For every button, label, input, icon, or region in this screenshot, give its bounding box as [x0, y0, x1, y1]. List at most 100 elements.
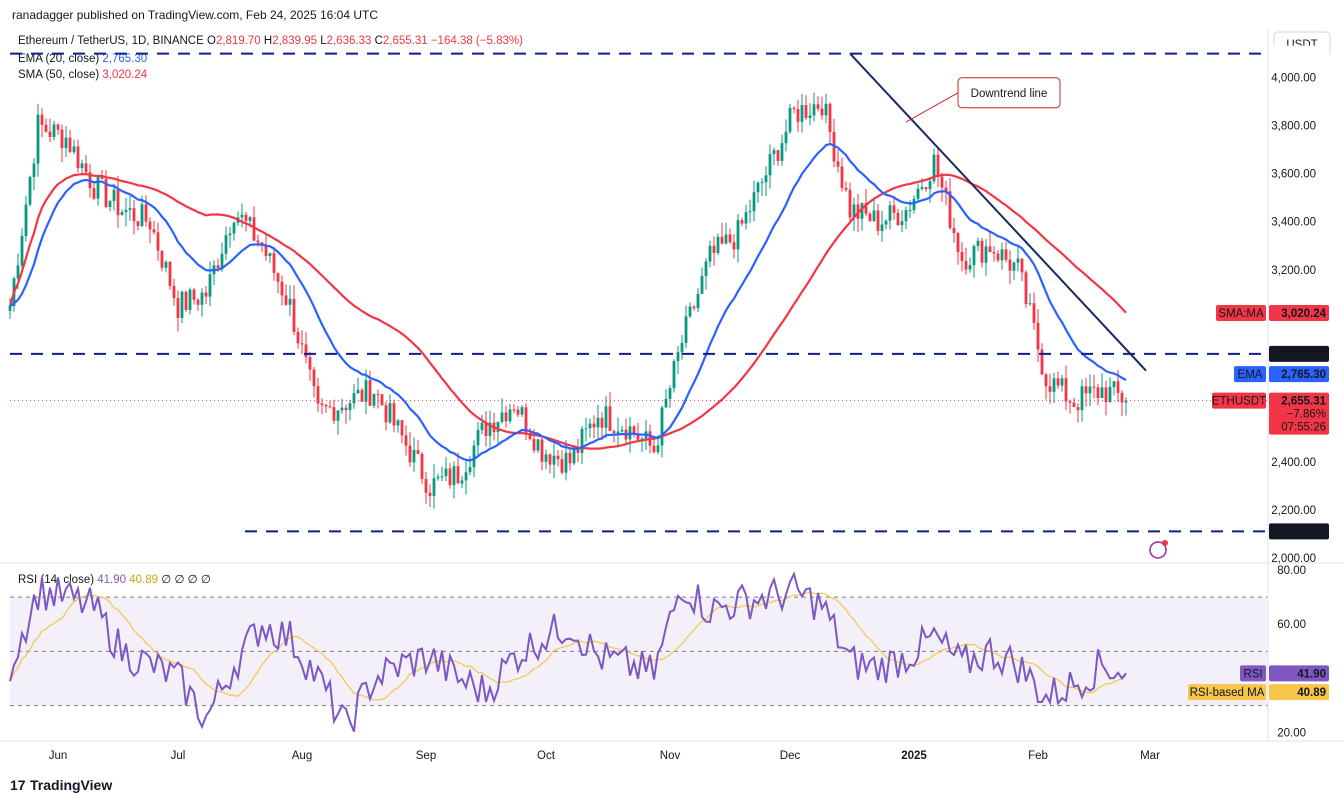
candle-body [184, 291, 188, 310]
candle-body [844, 187, 848, 190]
candle-body [632, 426, 636, 435]
candle-body [996, 253, 1000, 261]
candle-body [1000, 249, 1004, 261]
candle-body [412, 450, 416, 463]
candle-body [284, 295, 288, 305]
candle-body [1108, 386, 1112, 403]
candle-body [756, 182, 760, 193]
candle-body [828, 103, 832, 133]
candle-body [368, 380, 372, 406]
candle-body [1044, 374, 1048, 387]
time-tick-label: Dec [780, 750, 801, 762]
candle-body [768, 154, 772, 176]
candle-body [688, 306, 692, 317]
candle-body [868, 213, 872, 222]
candle-body [680, 343, 684, 353]
candle-body [596, 417, 600, 428]
candle-body [900, 221, 904, 226]
candle-body [176, 298, 180, 318]
candle-body [1024, 272, 1028, 305]
candle-body [388, 403, 392, 423]
candle-body [796, 109, 800, 122]
candle-body [884, 220, 888, 225]
candle-body [1112, 381, 1116, 387]
candle-body [772, 150, 776, 155]
candle-body [292, 298, 296, 332]
candle-body [132, 208, 136, 222]
candle-body [656, 445, 660, 453]
open-value: 2,819.70 [215, 35, 261, 47]
candle-body [668, 388, 672, 399]
candle-body [1084, 386, 1088, 394]
candle-body [1008, 259, 1012, 271]
candle-body [1100, 387, 1104, 399]
candle-body [376, 393, 380, 395]
brand-label: TradingView [30, 777, 113, 793]
annotation-pointer [905, 92, 959, 123]
candle-body [600, 417, 604, 428]
price-tick-label: 4,000.00 [1271, 73, 1316, 85]
candle-body [64, 137, 68, 149]
candle-body [216, 265, 220, 269]
candle-body [824, 103, 828, 116]
candle-body [152, 229, 156, 233]
level-2850-tag-value: 2,850.00 [1281, 349, 1326, 361]
candle-body [604, 406, 608, 428]
candle-body [508, 409, 512, 422]
candle-body [664, 398, 668, 408]
candle-body [72, 146, 76, 153]
candle-body [784, 131, 788, 144]
candle-body [944, 187, 948, 192]
tradingview-brand[interactable]: 17 TradingView [10, 777, 112, 793]
ema-20-line [9, 142, 1127, 462]
candle-body [280, 281, 284, 296]
candle-body [724, 234, 728, 244]
ema-legend: EMA (20, close) 2,765.30 [18, 53, 147, 65]
low-value: 2,636.33 [326, 35, 372, 47]
candle-body [100, 176, 104, 180]
candle-body [992, 252, 996, 254]
candle-body [244, 214, 248, 221]
candle-body [312, 369, 316, 387]
time-tick-label: Nov [660, 750, 681, 762]
ema-value-tag-bg [1269, 366, 1329, 383]
candle-body [652, 445, 656, 453]
candle-body [920, 187, 924, 189]
candle-body [904, 210, 908, 222]
close-value: 2,655.31 [382, 35, 428, 47]
annotation-box [957, 77, 1061, 109]
candle-body [976, 240, 980, 247]
rsi-legend: RSI (14, close) 41.90 40.89 ∅ ∅ ∅ ∅ [18, 572, 211, 586]
candle-body [136, 221, 140, 227]
candle-body [1116, 381, 1120, 393]
candle-body [56, 124, 60, 130]
candle-body [840, 166, 844, 188]
candle-body [1016, 258, 1020, 263]
candle-body [92, 188, 96, 199]
last-price-value: 2,655.31 [1281, 396, 1326, 408]
candle-body [872, 210, 876, 222]
rsi-ma-value-tag-bg [1269, 684, 1329, 701]
candle-body [468, 467, 472, 473]
candles [8, 92, 1128, 509]
candle-body [524, 407, 528, 433]
candle-body [748, 211, 752, 213]
candle-body [24, 204, 28, 236]
candle-body [1036, 322, 1040, 350]
candle-body [52, 124, 56, 138]
candle-body [444, 468, 448, 477]
candle-body [540, 439, 544, 462]
candle-body [804, 105, 808, 119]
candle-body [676, 352, 680, 361]
time-tick-label: Aug [292, 750, 312, 762]
candle-body [396, 420, 400, 426]
candle-body [384, 405, 388, 423]
candle-body [120, 212, 124, 216]
level-2850-tag-bg [1269, 345, 1329, 362]
candle-body [1040, 349, 1044, 375]
candle-body [516, 409, 520, 415]
candle-body [416, 450, 420, 454]
last-price-change: −7.86% [1287, 409, 1326, 421]
candle-body [48, 131, 52, 138]
